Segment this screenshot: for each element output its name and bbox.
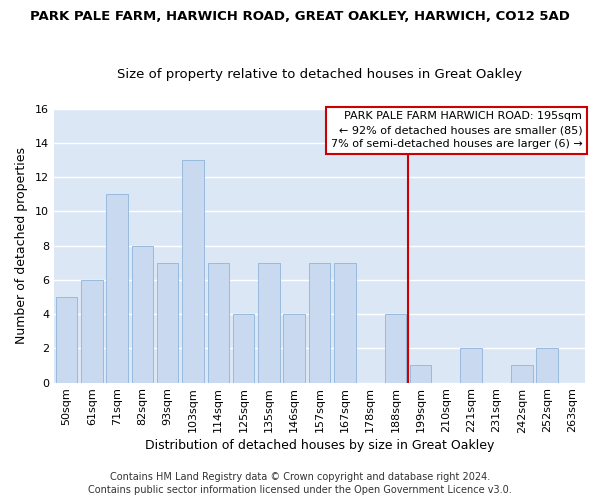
Title: Size of property relative to detached houses in Great Oakley: Size of property relative to detached ho…	[117, 68, 522, 81]
Bar	[208, 262, 229, 382]
Text: PARK PALE FARM, HARWICH ROAD, GREAT OAKLEY, HARWICH, CO12 5AD: PARK PALE FARM, HARWICH ROAD, GREAT OAKL…	[30, 10, 570, 23]
Bar	[233, 314, 254, 382]
Text: PARK PALE FARM HARWICH ROAD: 195sqm
← 92% of detached houses are smaller (85)
7%: PARK PALE FARM HARWICH ROAD: 195sqm ← 92…	[331, 112, 583, 150]
Bar	[385, 314, 406, 382]
Bar	[283, 314, 305, 382]
Bar	[106, 194, 128, 382]
Bar	[511, 366, 533, 382]
Bar	[182, 160, 204, 382]
Bar	[460, 348, 482, 382]
Bar	[536, 348, 558, 382]
Bar	[309, 262, 330, 382]
Bar	[157, 262, 178, 382]
Bar	[81, 280, 103, 382]
Text: Contains HM Land Registry data © Crown copyright and database right 2024.
Contai: Contains HM Land Registry data © Crown c…	[88, 472, 512, 495]
Y-axis label: Number of detached properties: Number of detached properties	[15, 147, 28, 344]
X-axis label: Distribution of detached houses by size in Great Oakley: Distribution of detached houses by size …	[145, 440, 494, 452]
Bar	[334, 262, 356, 382]
Bar	[131, 246, 153, 382]
Bar	[258, 262, 280, 382]
Bar	[410, 366, 431, 382]
Bar	[56, 297, 77, 382]
